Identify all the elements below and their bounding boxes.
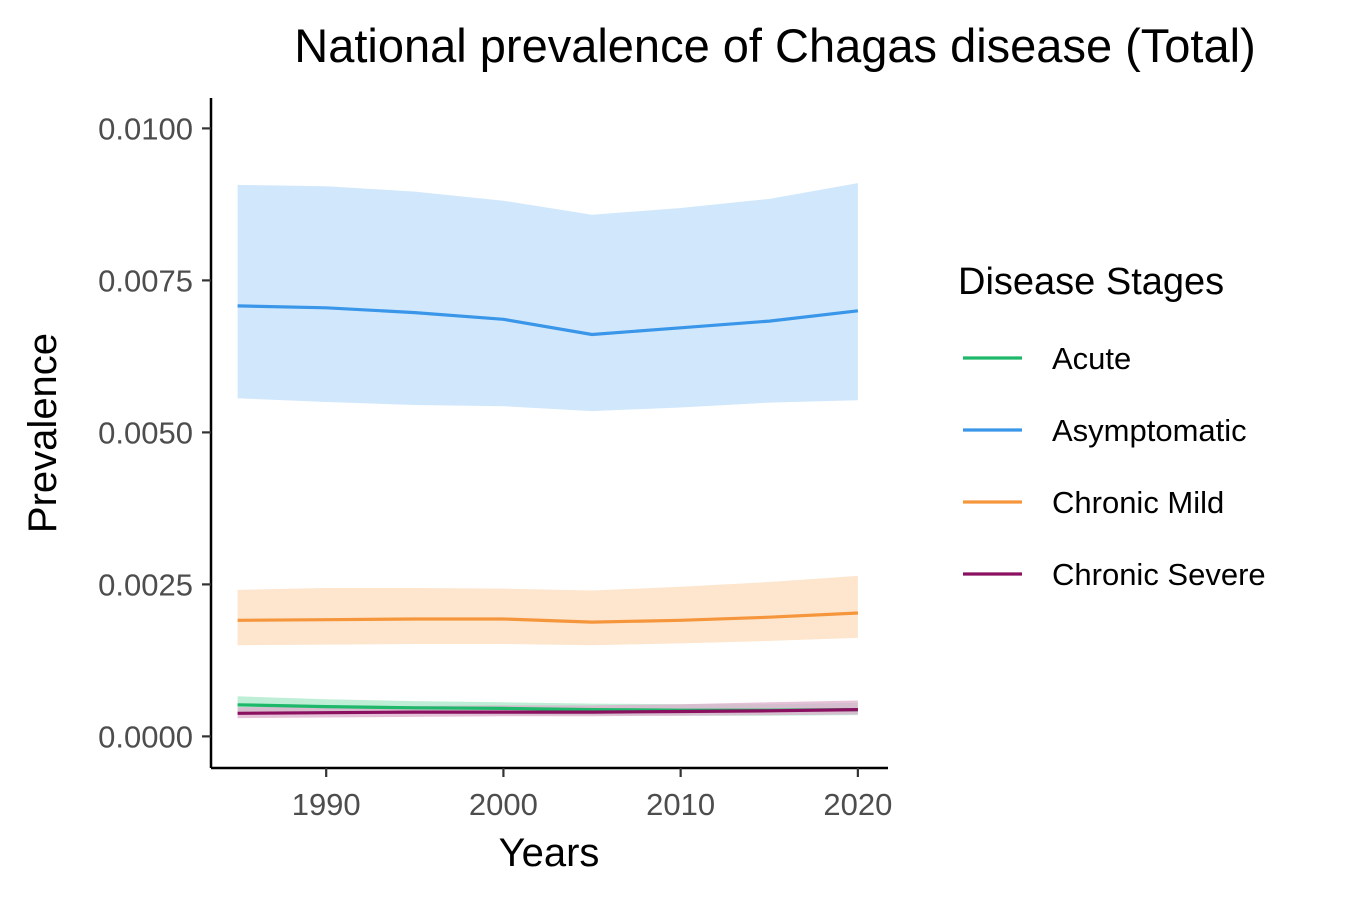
legend-label-asymptomatic: Asymptomatic (1052, 413, 1247, 448)
series-lines (237, 304, 859, 715)
y-tick-label: 0.0050 (98, 415, 193, 450)
x-tick-label: 1990 (292, 787, 361, 822)
legend-title: Disease Stages (958, 261, 1224, 303)
legend-label-chronic-mild: Chronic Mild (1052, 485, 1224, 520)
line-asymptomatic (237, 304, 859, 337)
y-axis-ticks: 0.0000 0.0025 0.0050 0.0075 0.0100 (98, 111, 211, 754)
legend-label-acute: Acute (1052, 341, 1131, 376)
confidence-bands (237, 183, 858, 719)
y-tick-label: 0.0075 (98, 263, 193, 298)
x-tick-label: 2000 (469, 787, 538, 822)
x-tick-label: 2010 (646, 787, 715, 822)
band-asymptomatic (237, 183, 858, 412)
legend-label-chronic-severe: Chronic Severe (1052, 557, 1266, 592)
chart-title: National prevalence of Chagas disease (T… (294, 19, 1255, 72)
x-axis-ticks: 1990 2000 2010 2020 (292, 768, 892, 822)
legend: Disease Stages Acute Asymptomatic Chronic … (958, 261, 1266, 592)
line-chronic-severe (237, 708, 858, 715)
x-tick-label: 2020 (823, 787, 892, 822)
line-chronic-mild (237, 611, 858, 624)
x-axis-title: Years (499, 831, 600, 875)
y-tick-label: 0.0100 (98, 111, 193, 146)
y-axis-title: Prevalence (21, 333, 65, 533)
band-chronic-mild (237, 575, 858, 646)
y-tick-label: 0.0000 (98, 719, 193, 754)
y-tick-label: 0.0025 (98, 567, 193, 602)
